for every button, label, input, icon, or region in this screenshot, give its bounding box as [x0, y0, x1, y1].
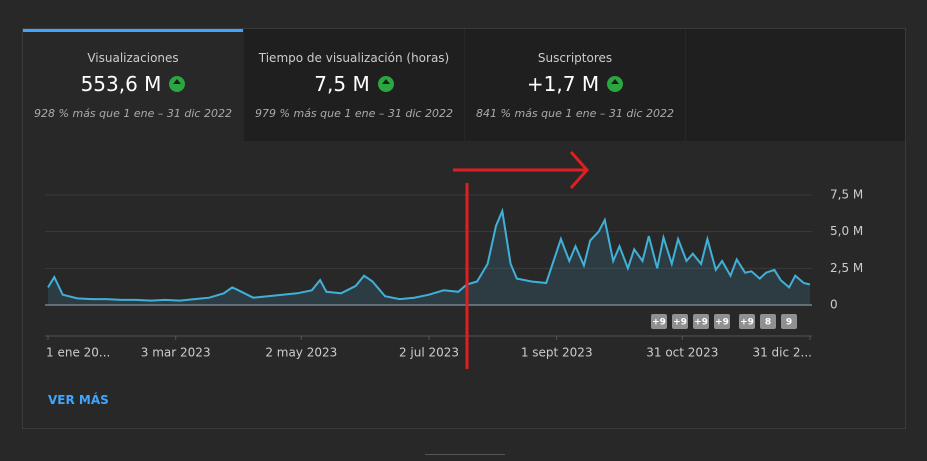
metric-tab[interactable]: Tiempo de visualización (horas) 7,5 M 979 …: [244, 29, 464, 141]
x-tick-label: 3 mar 2023: [141, 346, 211, 360]
badge[interactable]: [672, 314, 688, 329]
badge-label: 9: [786, 318, 792, 328]
y-tick-label: 0: [830, 298, 838, 312]
badge[interactable]: [651, 314, 667, 329]
x-tick-label: 31 dic 2...: [752, 346, 812, 360]
badge-label: +9: [652, 318, 666, 328]
line: [47, 207, 811, 302]
metric-value: 7,5 M: [244, 72, 464, 96]
badge-label: 8: [765, 318, 771, 328]
x-tick-label: 2 jul 2023: [399, 346, 459, 360]
x-tick-label: 31 oct 2023: [646, 346, 718, 360]
metric-comparison: 979 % más que 1 ene – 31 dic 2022: [255, 107, 453, 120]
area: [48, 211, 810, 305]
badge[interactable]: [714, 314, 730, 329]
see-more-link[interactable]: VER MÁS: [48, 393, 109, 407]
badge-label: +9: [715, 318, 729, 328]
badge[interactable]: [760, 314, 776, 329]
badge-label: +9: [694, 318, 708, 328]
metric-comparison: 841 % más que 1 ene – 31 dic 2022: [476, 107, 674, 120]
y-tick-label: 5,0 M: [830, 224, 863, 238]
badge-label: +9: [673, 318, 687, 328]
metric-tab[interactable]: Suscriptores +1,7 M 841 % más que 1 ene – …: [465, 29, 685, 141]
badge[interactable]: [739, 314, 755, 329]
x-tick-label: 2 may 2023: [265, 346, 337, 360]
divider: [425, 454, 505, 455]
up-icon: [169, 76, 186, 92]
metric-number: 553,6 M: [80, 72, 162, 96]
metric-number: 7,5 M: [314, 72, 370, 96]
metric-comparison: 928 % más que 1 ene – 31 dic 2022: [34, 107, 232, 120]
up-icon: [607, 76, 624, 92]
y-tick-label: 2,5 M: [830, 261, 863, 275]
empty-tab: [686, 29, 905, 141]
arrow-head: [569, 151, 590, 189]
metric-value: +1,7 M: [465, 72, 685, 96]
y-tick-label: 7,5 M: [830, 188, 863, 202]
metric-tab[interactable]: Visualizaciones 553,6 M 928 % más que 1 en…: [23, 29, 243, 141]
x-tick-label: 1 ene 20...: [46, 346, 110, 360]
metric-value: 553,6 M: [23, 72, 243, 96]
metric-label: Visualizaciones: [87, 51, 179, 65]
metric-label: Suscriptores: [537, 51, 613, 65]
metric-number: +1,7 M: [526, 72, 600, 96]
up-icon: [377, 76, 394, 92]
badge[interactable]: [693, 314, 709, 329]
x-tick-label: 1 sept 2023: [521, 346, 593, 360]
analytics-card: Visualizaciones 553,6 M 928 % más que 1 en…: [22, 28, 906, 429]
badge-label: +9: [740, 318, 754, 328]
badge[interactable]: [781, 314, 797, 329]
metric-label: Tiempo de visualización (horas): [258, 51, 450, 65]
